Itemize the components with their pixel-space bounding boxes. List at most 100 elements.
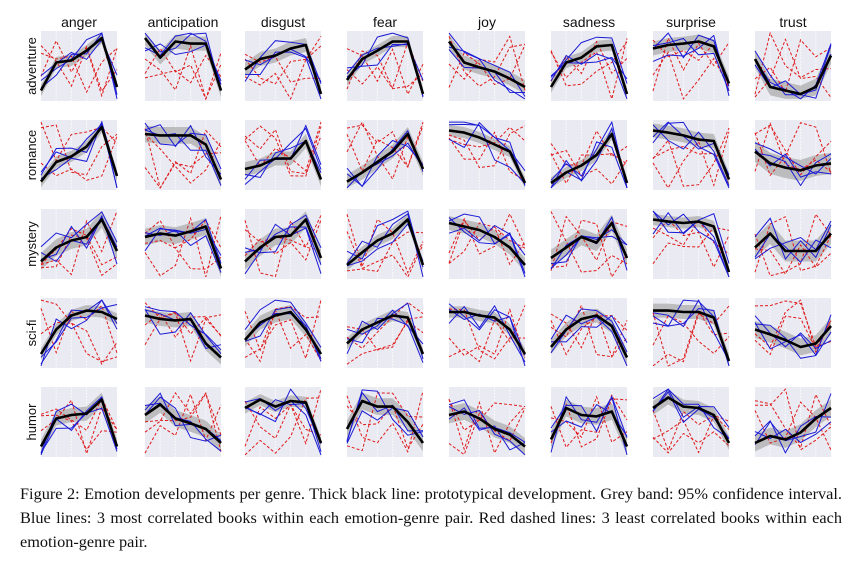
prototype-line <box>244 139 323 180</box>
panel-sci-fi-surprise <box>652 298 731 368</box>
least-correlated-line <box>754 401 832 451</box>
panel-sci-fi-trust <box>754 298 832 368</box>
confidence-band <box>449 34 525 94</box>
panel-adventure-anticipation <box>143 31 223 101</box>
most-correlated-line <box>754 314 832 357</box>
panel-sci-fi-anger <box>39 298 118 368</box>
prototype-line <box>754 150 832 172</box>
panel-mystery-fear <box>346 209 425 279</box>
least-correlated-line <box>346 390 424 454</box>
confidence-band <box>449 216 525 272</box>
confidence-band <box>653 303 729 366</box>
least-correlated-line <box>754 300 832 348</box>
most-correlated-line <box>244 398 322 456</box>
most-correlated-line <box>550 395 628 438</box>
least-correlated-line <box>550 38 628 101</box>
most-correlated-line <box>244 127 322 185</box>
most-correlated-line <box>652 211 730 278</box>
row-label-romance: romance <box>24 130 39 181</box>
most-correlated-line <box>144 308 222 355</box>
least-correlated-line <box>144 54 222 84</box>
panel-sci-fi-fear <box>346 298 425 368</box>
confidence-band <box>347 392 423 452</box>
panel-mystery-anticipation <box>144 209 223 279</box>
confidence-band <box>653 213 729 277</box>
prototype-line <box>550 132 629 185</box>
prototype-line <box>244 43 323 95</box>
panel-adventure-joy <box>447 31 526 101</box>
confidence-band <box>551 128 627 188</box>
least-correlated-line <box>40 227 118 266</box>
most-correlated-line <box>652 124 730 187</box>
least-correlated-line <box>550 304 628 358</box>
panel-background <box>145 298 221 368</box>
least-correlated-line <box>144 392 222 436</box>
least-correlated-line <box>448 131 526 181</box>
panel-humor-surprise <box>652 387 731 457</box>
panel-humor-anger <box>39 387 119 457</box>
prototype-line <box>754 325 832 349</box>
least-correlated-line <box>448 126 526 148</box>
least-correlated-line <box>244 308 322 363</box>
least-correlated-line <box>550 41 628 87</box>
row-label-adventure: adventure <box>24 37 39 95</box>
least-correlated-line <box>755 388 832 451</box>
least-correlated-line <box>448 36 526 87</box>
least-correlated-line <box>448 125 526 169</box>
prototype-line <box>244 398 323 444</box>
least-correlated-line <box>40 45 118 98</box>
column-label-anticipation: anticipation <box>148 14 219 30</box>
prototype-line <box>346 314 425 355</box>
least-correlated-line <box>346 316 424 351</box>
least-correlated-line <box>244 121 322 172</box>
most-correlated-line <box>346 407 424 444</box>
least-correlated-line <box>754 124 832 176</box>
column-label-disgust: disgust <box>261 14 305 30</box>
least-correlated-line <box>652 145 730 185</box>
most-correlated-line <box>754 220 832 260</box>
most-correlated-line <box>346 210 424 268</box>
prototype-line <box>143 37 223 91</box>
panel-humor-disgust <box>244 387 323 457</box>
panel-romance-surprise <box>652 120 731 190</box>
least-correlated-line <box>550 219 628 279</box>
panel-romance-trust <box>754 120 832 190</box>
prototype-line <box>144 132 223 181</box>
most-correlated-line <box>144 122 222 170</box>
most-correlated-line <box>754 152 832 187</box>
least-correlated-line <box>550 314 628 356</box>
least-correlated-line <box>346 301 424 349</box>
prototype-line <box>345 399 425 444</box>
panel-sci-fi-sadness <box>550 298 629 368</box>
prototype-line <box>652 129 731 180</box>
prototype-line <box>346 132 425 183</box>
least-correlated-line <box>144 312 222 363</box>
confidence-band <box>145 33 221 98</box>
most-correlated-line <box>550 395 628 456</box>
prototype-line <box>346 218 425 267</box>
least-correlated-line <box>550 311 628 359</box>
panel-humor-fear <box>345 387 425 457</box>
prototype-line <box>652 396 731 444</box>
least-correlated-line <box>346 122 424 168</box>
confidence-band <box>41 392 117 454</box>
least-correlated-line <box>244 215 322 248</box>
least-correlated-line <box>754 122 832 173</box>
panel-romance-anger <box>39 120 119 190</box>
least-correlated-line <box>550 40 628 82</box>
panel-romance-disgust <box>244 120 323 190</box>
panel-romance-fear <box>346 120 425 190</box>
panel-mystery-sadness <box>550 209 629 279</box>
most-correlated-line <box>40 299 118 367</box>
prototype-line <box>39 309 118 355</box>
most-correlated-line <box>754 233 832 264</box>
prototype-line <box>447 40 526 89</box>
prototype-line <box>40 218 119 263</box>
least-correlated-line <box>244 397 322 456</box>
least-correlated-line <box>40 414 118 451</box>
panel-romance-joy <box>448 120 527 190</box>
confidence-band <box>449 403 525 455</box>
least-correlated-line <box>244 388 322 446</box>
least-correlated-line <box>144 391 222 452</box>
least-correlated-line <box>652 305 730 367</box>
